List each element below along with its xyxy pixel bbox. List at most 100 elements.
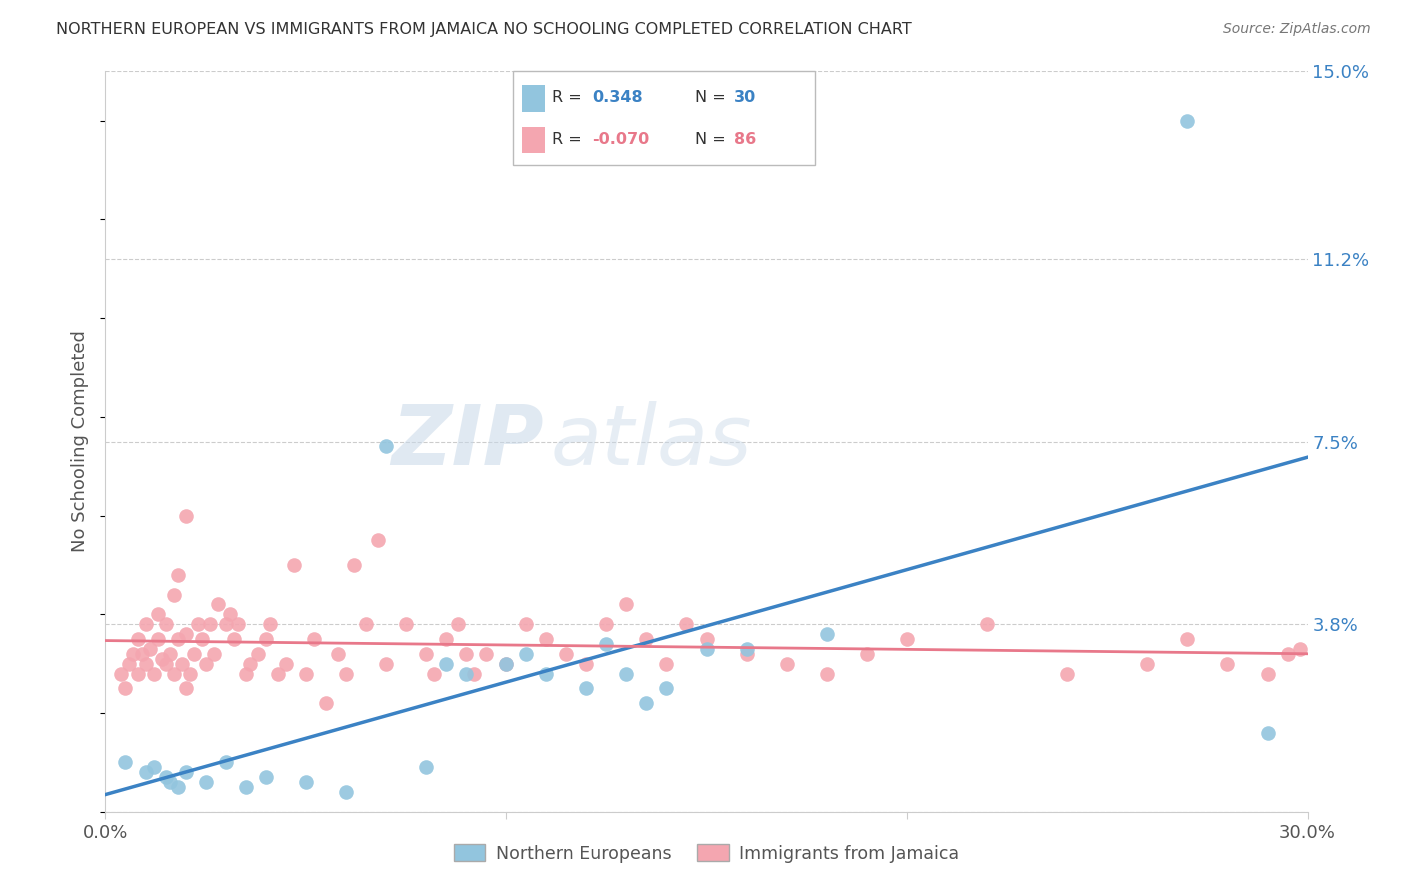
Text: NORTHERN EUROPEAN VS IMMIGRANTS FROM JAMAICA NO SCHOOLING COMPLETED CORRELATION : NORTHERN EUROPEAN VS IMMIGRANTS FROM JAM… — [56, 22, 912, 37]
Point — [434, 657, 457, 671]
Point — [259, 617, 281, 632]
Point — [434, 632, 457, 646]
Point — [179, 666, 201, 681]
Point — [655, 681, 678, 696]
Point — [735, 647, 758, 661]
Point — [335, 785, 357, 799]
Point — [214, 617, 236, 632]
Point — [174, 765, 197, 780]
Point — [395, 617, 418, 632]
Text: -0.070: -0.070 — [592, 132, 650, 147]
Point — [1216, 657, 1239, 671]
Point — [170, 657, 193, 671]
Point — [295, 775, 318, 789]
Point — [636, 696, 658, 710]
Point — [976, 617, 998, 632]
Point — [815, 627, 838, 641]
Bar — [522, 86, 546, 112]
Point — [1277, 647, 1299, 661]
Point — [110, 666, 132, 681]
Point — [159, 647, 181, 661]
Point — [135, 765, 157, 780]
Point — [135, 617, 157, 632]
Point — [159, 775, 181, 789]
Legend: Northern Europeans, Immigrants from Jamaica: Northern Europeans, Immigrants from Jama… — [447, 838, 966, 870]
Point — [254, 770, 277, 784]
Point — [146, 607, 169, 622]
Point — [374, 440, 398, 454]
Point — [1136, 657, 1159, 671]
Point — [776, 657, 799, 671]
Text: N =: N = — [695, 132, 725, 147]
Point — [343, 558, 366, 572]
Point — [302, 632, 325, 646]
Point — [194, 657, 217, 671]
Point — [218, 607, 240, 622]
Point — [295, 666, 318, 681]
Point — [226, 617, 249, 632]
Point — [183, 647, 205, 661]
Text: atlas: atlas — [550, 401, 752, 482]
Point — [1177, 113, 1199, 128]
Point — [162, 588, 184, 602]
Point — [495, 657, 517, 671]
Text: 86: 86 — [734, 132, 756, 147]
Point — [114, 681, 136, 696]
Point — [815, 666, 838, 681]
Point — [239, 657, 262, 671]
Point — [1257, 666, 1279, 681]
Point — [326, 647, 349, 661]
Point — [454, 647, 477, 661]
Point — [696, 632, 718, 646]
Point — [495, 657, 517, 671]
Point — [534, 632, 557, 646]
Point — [267, 666, 290, 681]
Point — [415, 647, 437, 661]
Point — [283, 558, 305, 572]
Point — [1056, 666, 1078, 681]
Point — [190, 632, 212, 646]
Point — [1288, 641, 1310, 656]
Text: Source: ZipAtlas.com: Source: ZipAtlas.com — [1223, 22, 1371, 37]
Point — [214, 756, 236, 770]
Point — [475, 647, 498, 661]
Point — [155, 617, 177, 632]
Point — [155, 770, 177, 784]
Point — [515, 617, 537, 632]
Point — [174, 627, 197, 641]
Point — [636, 632, 658, 646]
Point — [162, 666, 184, 681]
Point — [274, 657, 297, 671]
Point — [155, 657, 177, 671]
Point — [696, 641, 718, 656]
Point — [616, 666, 638, 681]
Point — [166, 780, 188, 794]
Y-axis label: No Schooling Completed: No Schooling Completed — [72, 331, 90, 552]
Point — [454, 666, 477, 681]
Point — [575, 657, 598, 671]
Point — [1257, 725, 1279, 739]
Point — [374, 657, 398, 671]
Point — [254, 632, 277, 646]
Point — [675, 617, 697, 632]
Point — [114, 756, 136, 770]
Point — [135, 657, 157, 671]
Point — [1177, 632, 1199, 646]
Point — [534, 666, 557, 681]
Point — [174, 681, 197, 696]
Point — [246, 647, 269, 661]
Point — [166, 567, 188, 582]
Point — [595, 617, 617, 632]
Point — [138, 641, 160, 656]
Point — [146, 632, 169, 646]
Bar — [522, 127, 546, 153]
Point — [166, 632, 188, 646]
Point — [595, 637, 617, 651]
Point — [142, 760, 165, 774]
Point — [447, 617, 470, 632]
Point — [335, 666, 357, 681]
Point — [463, 666, 485, 681]
Text: R =: R = — [553, 90, 582, 105]
Point — [198, 617, 221, 632]
Point — [515, 647, 537, 661]
